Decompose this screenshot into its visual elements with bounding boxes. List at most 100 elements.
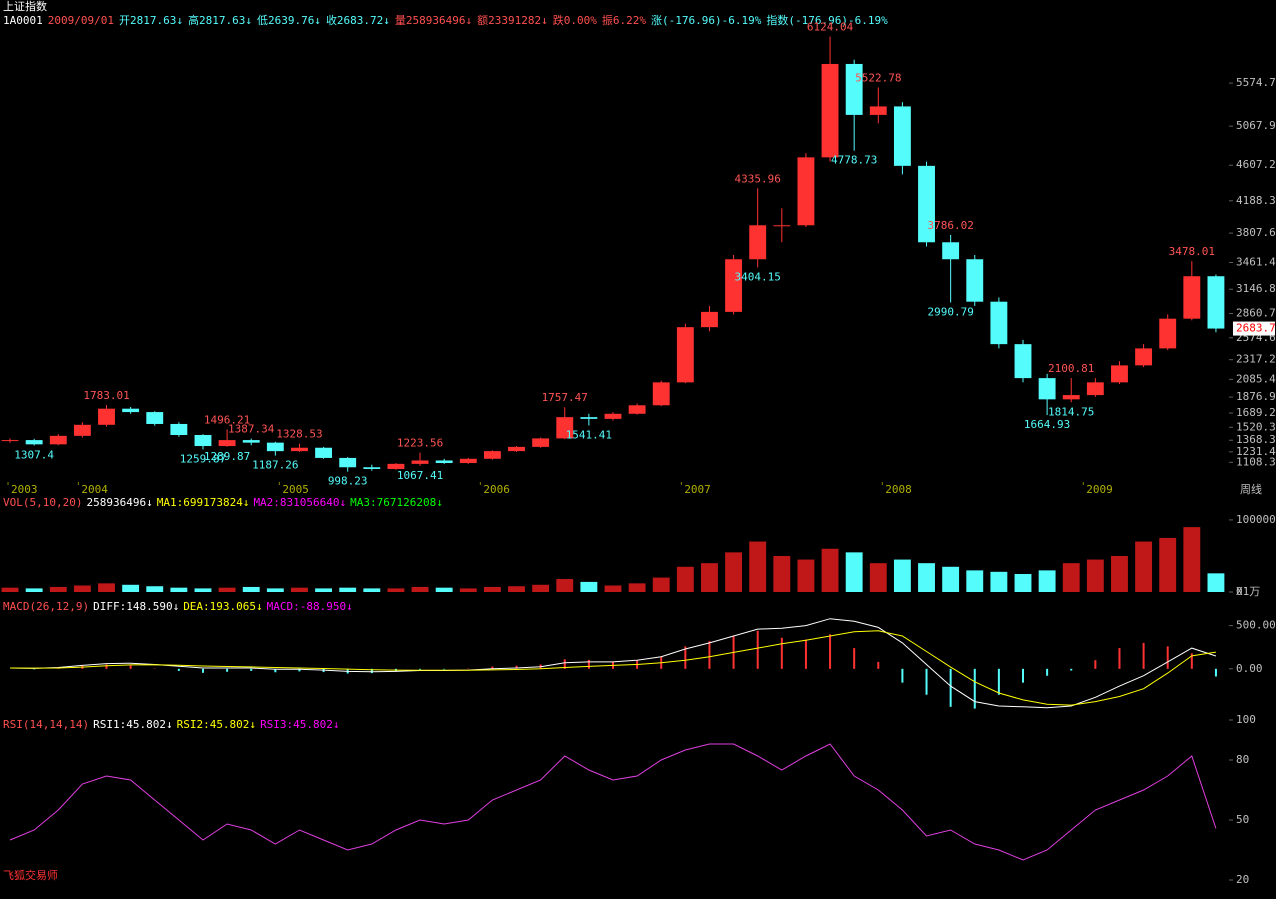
- y-tick-label: 1368.3: [1236, 433, 1276, 446]
- indicator-line: [9, 630, 1216, 706]
- header-item: 低2639.76↓: [257, 14, 321, 27]
- macd-bar: [1070, 668, 1073, 671]
- candle-body: [291, 447, 308, 452]
- volume-bar: [291, 587, 308, 592]
- volume-bar: [604, 585, 622, 592]
- header-item: 开2817.63↓: [119, 14, 183, 27]
- volume-bar: [918, 563, 935, 592]
- macd-bar: [1094, 660, 1097, 669]
- candle-body: [701, 311, 718, 328]
- period-label: 周线: [1240, 482, 1262, 496]
- price-annotation: 3404.15: [735, 270, 781, 283]
- y-tick-label: 0: [1236, 585, 1243, 598]
- panel-header-item: DIFF:148.590↓: [93, 600, 179, 613]
- candle-body: [1, 440, 19, 442]
- panel-header-item: DEA:193.065↓: [183, 600, 262, 613]
- candle-body: [845, 63, 863, 115]
- price-annotation: 1783.01: [83, 389, 129, 402]
- panel-header: VOL(5,10,20) 258936496↓ MA1:699173824↓ MA2:…: [3, 496, 443, 509]
- macd-bar: [177, 668, 180, 671]
- x-tick-label: 2007: [684, 483, 711, 496]
- y-tick-label: 1876.9: [1236, 390, 1276, 403]
- candle-body: [122, 408, 140, 413]
- volume-bar: [435, 587, 453, 592]
- macd-bar: [925, 668, 928, 695]
- candle-body: [73, 424, 91, 436]
- macd-bar: [443, 668, 446, 670]
- volume-bar: [845, 552, 863, 592]
- macd-bar: [250, 668, 253, 671]
- candle-body: [942, 242, 960, 260]
- y-tick-label: 100: [1236, 713, 1256, 726]
- candle-body: [146, 412, 164, 424]
- macd-bar: [491, 666, 494, 669]
- y-tick-label: 2317.2: [1236, 353, 1276, 366]
- macd-bar: [708, 641, 711, 669]
- candle-body: [556, 417, 574, 439]
- candle-body: [652, 382, 670, 406]
- macd-bar: [949, 668, 952, 707]
- candle-body: [49, 435, 67, 445]
- panel-header: MACD(26,12,9) DIFF:148.590↓ DEA:193.065↓ MA…: [3, 600, 353, 613]
- price-annotation: 1757.47: [542, 391, 588, 404]
- y-tick-label: 1520.3: [1236, 420, 1276, 433]
- header-item: 2009/09/01: [48, 14, 114, 27]
- y-tick-label: 20: [1236, 873, 1249, 886]
- last-price-box: [1233, 321, 1275, 336]
- volume-bar: [1062, 563, 1080, 592]
- volume-bar: [1135, 541, 1153, 592]
- macd-bar: [804, 639, 807, 669]
- panel-header-item: MACD(26,12,9): [3, 600, 89, 613]
- volume-bar: [701, 563, 718, 592]
- price-annotation: 1067.41: [397, 469, 443, 482]
- price-annotation: 1259.87: [180, 452, 226, 465]
- candle-body: [266, 442, 284, 452]
- panel-header-item: RSI1:45.802↓: [93, 718, 172, 731]
- candle-body: [218, 440, 236, 447]
- volume-bar: [315, 588, 333, 592]
- candle-body: [435, 460, 453, 464]
- x-tick-label: 2006: [483, 483, 510, 496]
- volume-bar: [797, 559, 815, 592]
- candle-body: [339, 457, 357, 468]
- volume-bar: [1086, 559, 1104, 592]
- candle-body: [1086, 382, 1104, 396]
- y-tick-label: 3146.8: [1236, 282, 1276, 295]
- panel-header: RSI(14,14,14) RSI1:45.802↓ RSI2:45.802↓ RSI…: [3, 718, 340, 731]
- volume-bar: [170, 587, 188, 592]
- y-tick-label: 80: [1236, 753, 1249, 766]
- y-tick-label: 5067.9: [1236, 119, 1276, 132]
- macd-bar: [684, 646, 687, 669]
- header-item: 量258936496↓: [395, 14, 472, 27]
- y-tick-label: 0.00: [1236, 662, 1263, 675]
- volume-bar: [676, 566, 694, 592]
- candle-body: [869, 106, 887, 115]
- y-tick-label: 500.00: [1236, 619, 1276, 632]
- candle-body: [411, 460, 429, 464]
- macd-bar: [1190, 653, 1193, 669]
- volume-bar: [339, 587, 357, 592]
- macd-bar: [129, 665, 132, 669]
- macd-bar: [829, 634, 832, 669]
- price-annotation: 1496.21: [204, 413, 250, 426]
- price-annotation: 6124.04: [807, 20, 854, 33]
- header-item: 跌0.00%: [553, 13, 597, 27]
- volume-bar: [1038, 570, 1056, 592]
- macd-bar: [1142, 642, 1145, 669]
- candle-body: [604, 413, 622, 419]
- macd-bar: [563, 659, 566, 669]
- volume-bar: [652, 577, 670, 592]
- y-tick-label: 4188.3: [1236, 194, 1276, 207]
- macd-bar: [1166, 646, 1169, 669]
- header-line: 1A0001 2009/09/01 开2817.63↓ 高2817.63↓ 低2639.…: [3, 13, 888, 27]
- volume-bar: [387, 588, 405, 592]
- candle-body: [893, 106, 911, 166]
- volume-bar: [580, 581, 598, 592]
- candle-body: [387, 463, 405, 469]
- volume-bar: [942, 566, 960, 592]
- candle-body: [483, 451, 501, 459]
- price-annotation: 1387.34: [228, 423, 275, 436]
- x-tick-label: 2005: [282, 483, 309, 496]
- candle-body: [98, 408, 115, 425]
